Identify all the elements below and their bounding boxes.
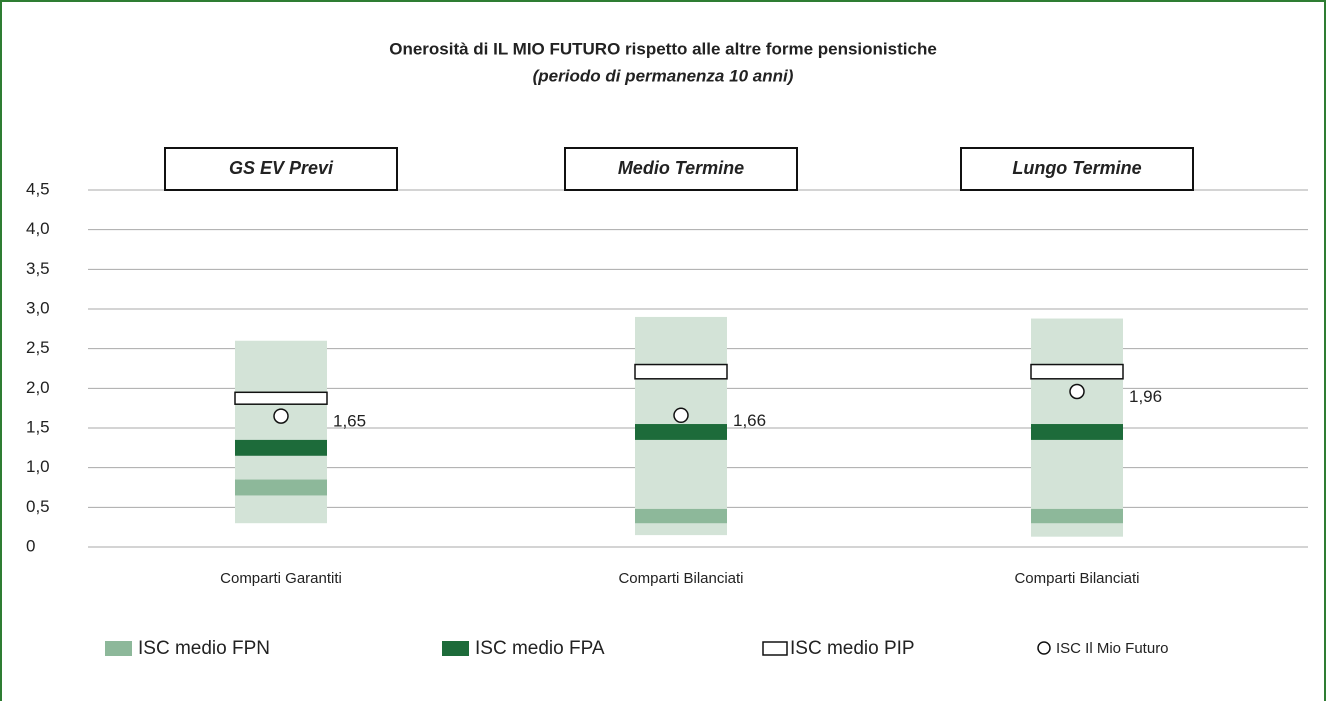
y-tick-label: 1,5 [26,417,50,436]
value-label: 1,65 [333,412,366,431]
y-tick-label: 4,5 [26,179,50,198]
x-tick-label: Comparti Garantiti [220,570,342,587]
band [635,424,727,440]
band [234,391,328,405]
band [635,508,727,524]
chart-subtitle: (periodo di permanenza 10 anni) [533,66,794,85]
band [1031,508,1123,524]
legend-label: ISC medio FPA [475,638,605,659]
y-tick-label: 0,5 [26,497,50,516]
panel-box [564,147,798,191]
panel-label: GS EV Previ [229,158,334,178]
legend-swatch [442,641,469,656]
legend-label: ISC medio FPN [138,638,270,659]
band [634,363,728,380]
value-label: 1,96 [1129,387,1162,406]
y-tick-label: 2,5 [26,338,50,357]
panel-box [164,147,398,191]
band [1031,424,1123,440]
y-tick-label: 4,0 [26,219,50,238]
y-tick-label: 0 [26,536,35,555]
legend-swatch [1037,641,1051,655]
legend-swatch [762,641,788,656]
band [1030,363,1124,380]
legend-label: ISC medio PIP [790,638,915,659]
legend-swatch [105,641,132,656]
x-tick-label: Comparti Bilanciati [618,570,743,587]
panel-label: Medio Termine [618,158,744,178]
y-tick-label: 3,5 [26,259,50,278]
band [235,439,327,456]
y-tick-label: 3,0 [26,298,50,317]
band [235,479,327,496]
panel-label: Lungo Termine [1012,158,1141,178]
point [273,408,289,424]
point [1069,383,1085,400]
legend-label: ISC Il Mio Futuro [1056,640,1169,657]
panel-box [960,147,1194,191]
y-tick-label: 1,0 [26,457,50,476]
chart-title: Onerosità di IL MIO FUTURO rispetto alle… [389,39,937,58]
y-tick-label: 2,0 [26,378,50,397]
x-tick-label: Comparti Bilanciati [1014,570,1139,587]
range-bar [235,340,327,524]
point [673,407,689,424]
value-label: 1,66 [733,411,766,430]
